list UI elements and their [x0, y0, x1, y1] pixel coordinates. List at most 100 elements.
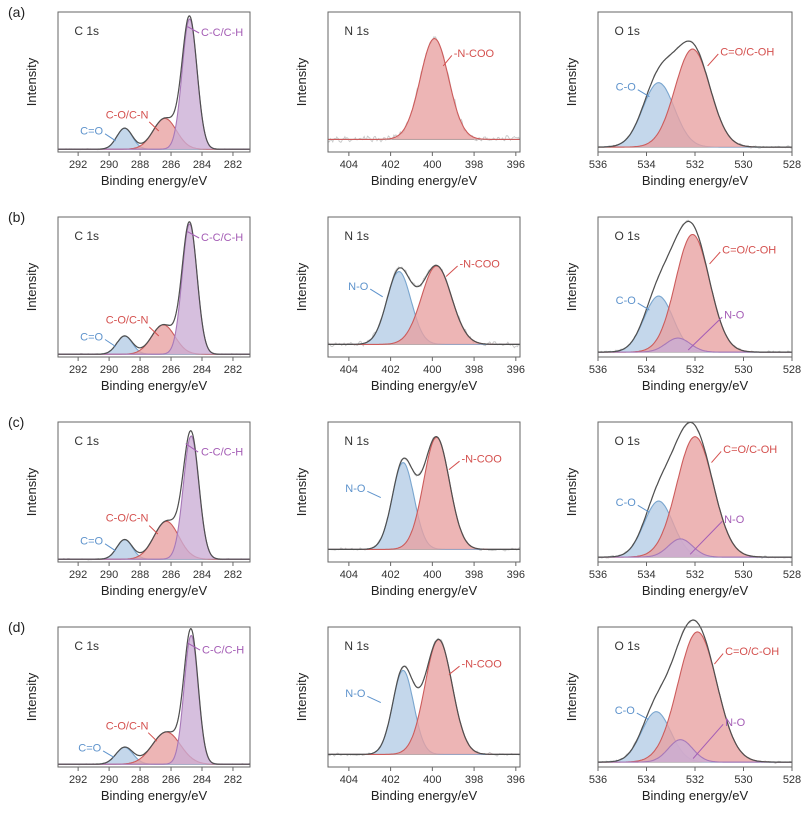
x-tick-label: 528: [783, 364, 801, 376]
annotation-leader-line: [102, 750, 114, 758]
peak-outline-red: [328, 38, 520, 140]
x-tick-label: 528: [783, 774, 801, 786]
x-tick-label: 396: [507, 569, 525, 581]
envelope-line: [598, 619, 792, 763]
annotation-leader-line: [104, 133, 116, 142]
row-label-d: (d): [8, 619, 26, 635]
annotation-leader-line: [185, 443, 199, 453]
spectrum-chart-c-n1s: 404 402 400 398 396 Binding energy/eV Intensit…: [294, 421, 525, 598]
panel-a-n1s: 404 402 400 398 396 Binding energy/eV Intensit…: [270, 0, 540, 205]
x-tick-label: 400: [423, 569, 441, 581]
y-axis-label: Intensity: [294, 57, 309, 106]
panel-title: N 1s: [344, 229, 369, 243]
peak-label: C-C/C-H: [201, 447, 243, 459]
annotation-leader-line: [637, 302, 650, 311]
panel-b-n1s: 404 402 400 398 396 Binding energy/eV Intensit…: [270, 205, 540, 410]
annotation-leader-line: [448, 665, 460, 675]
x-tick-label: 292: [69, 159, 87, 171]
panel-title: N 1s: [344, 434, 369, 448]
x-tick-label: 530: [734, 364, 752, 376]
peak-label: -N-COO: [461, 659, 502, 671]
panel-title: O 1s: [614, 434, 639, 448]
peak-fill-purple: [58, 635, 250, 765]
panel-c-c1s: 292 290 288 286 284 282 Binding energy/eV Inten…: [0, 410, 270, 615]
x-axis-label: Binding energy/eV: [101, 173, 208, 188]
x-tick-label: 292: [69, 364, 87, 376]
panel-title: N 1s: [344, 24, 369, 38]
x-tick-label: 528: [783, 159, 801, 171]
annotation-leader-line: [445, 265, 458, 277]
x-tick-label: 528: [783, 569, 801, 581]
y-axis-label: Intensity: [564, 467, 579, 516]
peak-label: C-O/C-N: [106, 315, 149, 327]
x-tick-label: 404: [340, 159, 358, 171]
x-tick-label: 284: [193, 159, 211, 171]
annotation-leader-line: [367, 695, 382, 704]
x-tick-label: 536: [589, 159, 607, 171]
x-axis-label: Binding energy/eV: [101, 583, 208, 598]
x-tick-label: 402: [381, 569, 399, 581]
panel-a-c1s: 292 290 288 286 284 282 Binding energy/eV Inten…: [0, 0, 270, 205]
x-tick-label: 400: [423, 364, 441, 376]
panel-title: O 1s: [614, 639, 639, 653]
spectrum-chart-a-n1s: 404 402 400 398 396 Binding energy/eV Intensit…: [294, 11, 525, 188]
x-tick-label: 396: [507, 159, 525, 171]
peak-fill-red: [328, 266, 520, 345]
spectrum-chart-d-c1s: 292 290 288 286 284 282 Binding energy/eV Inten…: [24, 626, 251, 803]
x-tick-label: 286: [162, 774, 180, 786]
row-label-a: (a): [8, 4, 26, 20]
x-tick-label: 282: [224, 569, 242, 581]
x-tick-label: 396: [507, 364, 525, 376]
x-tick-label: 536: [589, 774, 607, 786]
peak-label: C-C/C-H: [202, 645, 244, 657]
spectrum-chart-a-o1s: 536 534 532 530 528 Binding energy/eV Intensit…: [564, 11, 801, 188]
x-tick-label: 398: [465, 774, 483, 786]
x-tick-label: 292: [69, 569, 87, 581]
peak-label: C=O: [80, 536, 103, 548]
spectrum-chart-b-n1s: 404 402 400 398 396 Binding energy/eV Intensit…: [294, 216, 525, 393]
peak-fill-blue: [598, 501, 792, 558]
x-tick-label: 398: [465, 569, 483, 581]
peak-label: C=O: [80, 331, 103, 343]
x-tick-label: 530: [734, 774, 752, 786]
xps-spectra-figure: (a) 292 290 288 286 284 282 Binding energy/eV I…: [0, 0, 812, 803]
x-tick-label: 290: [100, 569, 118, 581]
panel-a-o1s: 536 534 532 530 528 Binding energy/eV Intensit…: [540, 0, 812, 205]
annotation-leader-line: [148, 525, 159, 535]
x-axis-label: Binding energy/eV: [642, 173, 749, 188]
x-tick-label: 530: [734, 159, 752, 171]
panel-title: O 1s: [614, 24, 639, 38]
x-tick-label: 400: [423, 774, 441, 786]
peak-label: N-O: [724, 514, 745, 526]
peak-label: -N-COO: [460, 259, 501, 271]
x-tick-label: 532: [686, 364, 704, 376]
x-tick-label: 534: [637, 159, 655, 171]
spectrum-chart-b-o1s: 536 534 532 530 528 Binding energy/eV Intensit…: [564, 216, 801, 393]
y-axis-label: Intensity: [24, 467, 39, 516]
x-tick-label: 404: [340, 774, 358, 786]
peak-label: C-C/C-H: [201, 232, 243, 244]
y-axis-label: Intensity: [294, 672, 309, 721]
panel-c-o1s: 536 534 532 530 528 Binding energy/eV Intensit…: [540, 410, 812, 615]
x-axis-label: Binding energy/eV: [371, 378, 478, 393]
peak-fill-red: [58, 118, 250, 150]
figure-row-a: (a) 292 290 288 286 284 282 Binding energy/eV I…: [0, 0, 812, 205]
peak-label: N-O: [724, 310, 745, 322]
row-label-b: (b): [8, 209, 26, 225]
x-tick-label: 282: [224, 159, 242, 171]
annotation-leader-line: [148, 121, 160, 132]
peak-label: C=O/C-OH: [725, 646, 779, 658]
peak-label: -N-COO: [461, 454, 502, 466]
row-label-c: (c): [8, 414, 25, 430]
plot-frame: [57, 421, 251, 563]
annotation-leader-line: [448, 460, 460, 470]
x-tick-label: 404: [340, 569, 358, 581]
x-tick-label: 290: [100, 159, 118, 171]
peak-label: N-O: [345, 483, 366, 495]
annotation-leader-line: [709, 251, 721, 265]
x-tick-label: 286: [162, 364, 180, 376]
peak-fill-purple: [598, 538, 792, 558]
spectrum-chart-a-c1s: 292 290 288 286 284 282 Binding energy/eV Inten…: [24, 11, 251, 188]
x-tick-label: 398: [465, 364, 483, 376]
y-axis-label: Intensity: [564, 57, 579, 106]
